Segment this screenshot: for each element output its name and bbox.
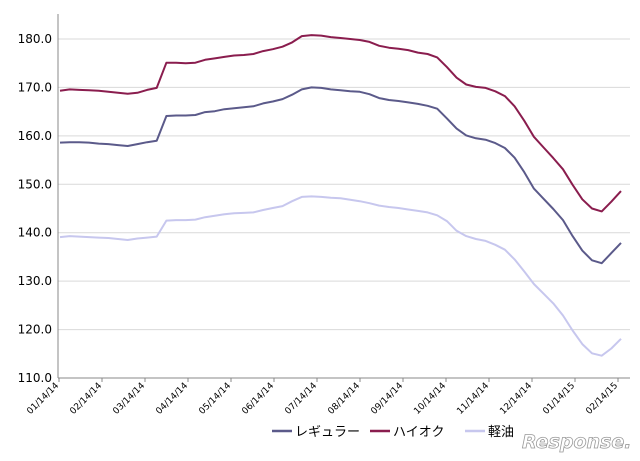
series-line-0 [59, 86, 622, 265]
y-tick-label-2: 130.0 [18, 274, 52, 288]
y-tick-label-5: 160.0 [18, 129, 52, 143]
legend-label-0: レギュラー [295, 425, 360, 440]
gridlines [58, 38, 630, 331]
series-line-1 [59, 34, 622, 213]
y-tick-label-0: 110.0 [18, 371, 52, 385]
series-line-2 [59, 195, 622, 357]
y-tick-label-1: 120.0 [18, 323, 52, 337]
legend-label-2: 軽油 [488, 425, 514, 440]
legend: レギュラー ハイオク 軽油 [272, 425, 514, 440]
y-tick-label-4: 150.0 [18, 177, 52, 191]
y-tick-label-6: 170.0 [18, 80, 52, 94]
y-tick-label-3: 140.0 [18, 226, 52, 240]
data-series [59, 34, 622, 357]
y-axis-tick-labels: 110.0 120.0 130.0 140.0 150.0 160.0 170.0 180.0 [18, 32, 52, 385]
watermark-logo: Response. [522, 431, 631, 453]
y-tick-label-7: 180.0 [18, 32, 52, 46]
legend-label-1: ハイオク [393, 425, 444, 440]
